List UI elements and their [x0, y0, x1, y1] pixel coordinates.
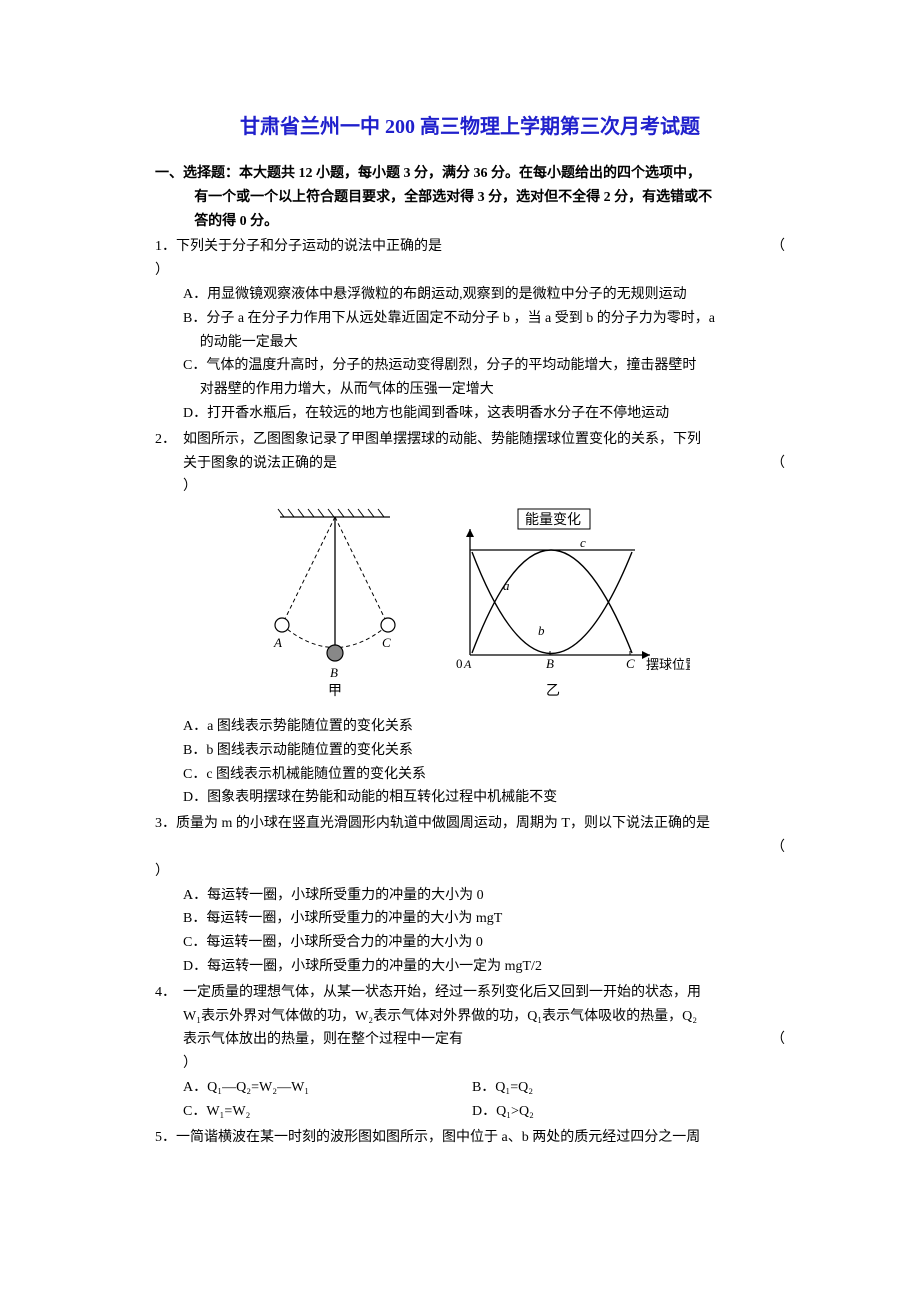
fig-label-yi: 乙: [546, 683, 560, 699]
fig-label-b: b: [538, 623, 545, 638]
pendulum-diagram: A B C 甲: [273, 509, 395, 699]
q5-stem: 5．一简谐横波在某一时刻的波形图如图所示，图中位于 a、b 两处的质元经过四分之…: [155, 1126, 785, 1150]
fig-label-C2: C: [626, 656, 635, 671]
q3-open-paren: （: [771, 836, 785, 860]
section-1-line1: 一、选择题：本大题共 12 小题，每小题 3 分，满分 36 分。在每小题给出的…: [155, 166, 701, 181]
q4-option-b: B．Q₁=Q₂: [472, 1076, 761, 1100]
q3-option-c: C．每运转一圈，小球所受合力的冲量的大小为 0: [183, 931, 785, 955]
fig-label-c: c: [580, 535, 586, 550]
q4-row2: C．W₁=W₂ D．Q₁>Q₂: [183, 1100, 785, 1124]
question-5: 5．一简谐横波在某一时刻的波形图如图所示，图中位于 a、b 两处的质元经过四分之…: [155, 1126, 785, 1150]
energy-graph: 能量变化 c a b 0 A: [456, 509, 690, 699]
q2-option-a: A．a 图线表示势能随位置的变化关系: [183, 715, 785, 739]
q3-stem: 3．质量为 m 的小球在竖直光滑圆形内轨道中做圆周运动，周期为 T，则以下说法正…: [155, 812, 785, 836]
q1-close-paren: ）: [155, 259, 785, 283]
q2-option-b: B．b 图线表示动能随位置的变化关系: [183, 739, 785, 763]
fig-label-A1: A: [273, 635, 282, 650]
question-1: 1．下列关于分子和分子运动的说法中正确的是 （ ） A．用显微镜观察液体中悬浮微…: [155, 235, 785, 425]
q2-close-paren: ）: [183, 475, 785, 499]
q1-option-c: C．气体的温度升高时，分子的热运动变得剧烈，分子的平均动能增大，撞击器壁时: [183, 354, 785, 378]
q3-option-d: D．每运转一圈，小球所受重力的冲量的大小一定为 mgT/2: [183, 955, 785, 979]
q2-option-d: D．图象表明摆球在势能和动能的相互转化过程中机械能不变: [183, 786, 785, 810]
question-2: 2． 如图所示，乙图图象记录了甲图单摆摆球的动能、势能随摆球位置变化的关系，下列…: [155, 428, 785, 810]
q4-option-d: D．Q₁>Q₂: [472, 1100, 761, 1124]
q1-option-b-cont: 的动能一定最大: [200, 331, 785, 355]
question-3: 3．质量为 m 的小球在竖直光滑圆形内轨道中做圆周运动，周期为 T，则以下说法正…: [155, 812, 785, 979]
q2-stem: 2． 如图所示，乙图图象记录了甲图单摆摆球的动能、势能随摆球位置变化的关系，下列: [155, 428, 785, 452]
section-1-header: 一、选择题：本大题共 12 小题，每小题 3 分，满分 36 分。在每小题给出的…: [155, 162, 785, 233]
fig-label-A2: A: [463, 657, 472, 671]
q2-svg: A B C 甲 能量变化 c: [250, 505, 690, 700]
q4-stem: 4． 一定质量的理想气体，从某一状态开始，经过一系列变化后又回到一开始的状态，用: [155, 981, 785, 1005]
fig-label-C1: C: [382, 635, 391, 650]
q4-option-a: A．Q₁―Q₂=W₂―W₁: [183, 1076, 472, 1100]
page-title: 甘肃省兰州一中 200 高三物理上学期第三次月考试题: [155, 110, 785, 144]
fig-label-O: 0: [456, 656, 463, 671]
section-1-line3: 答的得 0 分。: [194, 210, 785, 234]
q4-open-paren: （: [771, 1028, 785, 1052]
fig-label-pos: 摆球位置: [646, 657, 690, 672]
q1-option-b: B．分子 a 在分子力作用下从远处靠近固定不动分子 b ，当 a 受到 b 的分…: [183, 307, 785, 331]
q2-stem-cont: 关于图象的说法正确的是: [183, 456, 337, 471]
q4-l3: 表示气体放出的热量，则在整个过程中一定有: [183, 1032, 463, 1047]
q4-close-paren: ）: [183, 1052, 785, 1076]
fig-label-B1: B: [330, 665, 338, 680]
q1-option-a: A．用显微镜观察液体中悬浮微粒的布朗运动,观察到的是微粒中分子的无规则运动: [183, 283, 785, 307]
q1-option-d: D．打开香水瓶后，在较远的地方也能闻到香味，这表明香水分子在不停地运动: [183, 402, 785, 426]
q3-close-paren: ）: [155, 860, 785, 884]
question-4: 4． 一定质量的理想气体，从某一状态开始，经过一系列变化后又回到一开始的状态，用…: [155, 981, 785, 1124]
fig-label-B2: B: [546, 656, 554, 671]
q4-l2: W₁表示外界对气体做的功，W₂表示气体对外界做的功，Q₁表示气体吸收的热量，Q₂: [183, 1005, 785, 1029]
page: 甘肃省兰州一中 200 高三物理上学期第三次月考试题 一、选择题：本大题共 12…: [0, 0, 920, 1302]
q1-stem: 1．下列关于分子和分子运动的说法中正确的是: [155, 239, 442, 254]
q3-option-a: A．每运转一圈，小球所受重力的冲量的大小为 0: [183, 884, 785, 908]
q3-option-b: B．每运转一圈，小球所受重力的冲量的大小为 mgT: [183, 907, 785, 931]
q4-row1: A．Q₁―Q₂=W₂―W₁ B．Q₁=Q₂: [183, 1076, 785, 1100]
q2-option-c: C．c 图线表示机械能随位置的变化关系: [183, 763, 785, 787]
q2-open-paren: （: [771, 452, 785, 476]
q4-option-c: C．W₁=W₂: [183, 1100, 472, 1124]
q1-open-paren: （: [771, 235, 785, 259]
section-1-line2: 有一个或一个以上符合题目要求，全部选对得 3 分，选对但不全得 2 分，有选错或…: [194, 186, 785, 210]
q1-option-c-cont: 对器壁的作用力增大，从而气体的压强一定增大: [200, 378, 785, 402]
q2-figure: A B C 甲 能量变化 c: [155, 505, 785, 709]
fig-label-energy: 能量变化: [525, 512, 581, 528]
fig-label-jia: 甲: [328, 684, 342, 699]
